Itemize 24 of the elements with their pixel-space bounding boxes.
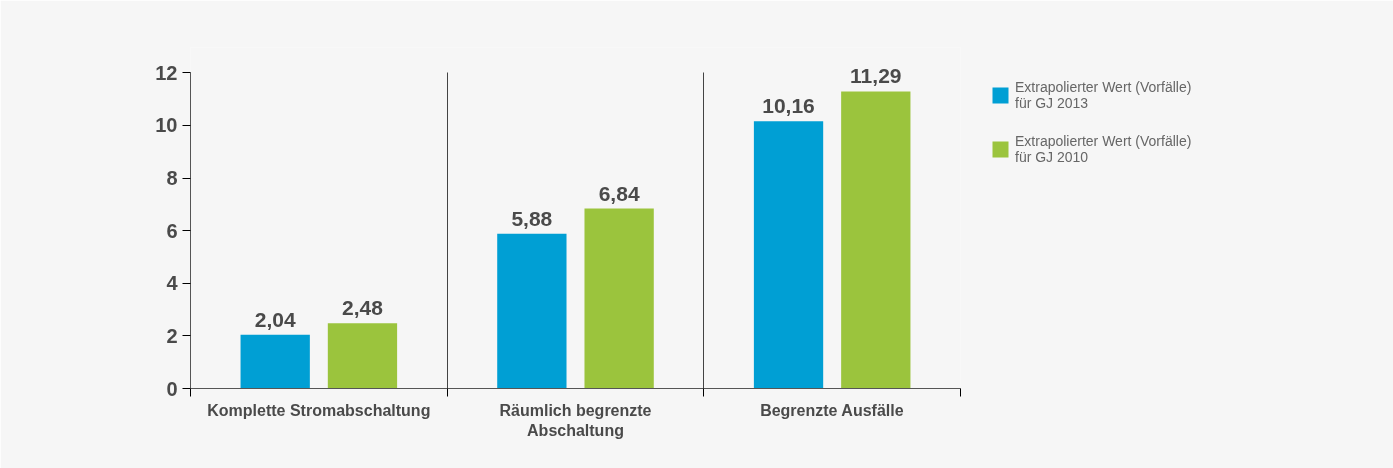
data-label: 2,48 (342, 296, 384, 320)
bar (240, 334, 310, 389)
bar (584, 208, 654, 389)
y-tick-label: 12 (155, 61, 178, 84)
x-tick-label: Räumlich begrenzte Abschaltung (499, 401, 652, 439)
x-tick-label: Begrenzte Ausfälle (760, 401, 904, 419)
y-tick-label: 2 (166, 324, 178, 347)
legend-label: Extrapolierter Wert (Vorfälle) für GJ 2013 (1015, 78, 1192, 113)
bar (497, 233, 567, 389)
data-label: 2,04 (254, 307, 296, 331)
x-tick-label: Komplette Stromabschaltung (207, 401, 431, 419)
y-tick-label: 8 (166, 167, 178, 190)
bar (753, 121, 824, 389)
data-label: 6,84 (598, 181, 640, 205)
y-tick-label: 4 (166, 272, 179, 295)
legend-label: Extrapolierter Wert (Vorfälle) für GJ 2010 (1015, 132, 1192, 167)
bar (841, 91, 911, 389)
data-label: 5,88 (511, 206, 553, 230)
y-tick-label: 6 (166, 219, 178, 242)
data-label: 11,29 (850, 64, 902, 88)
data-label: 10,16 (762, 94, 815, 118)
y-tick-label: 10 (155, 114, 178, 137)
bar (327, 323, 398, 389)
y-tick-label: 0 (166, 377, 178, 400)
